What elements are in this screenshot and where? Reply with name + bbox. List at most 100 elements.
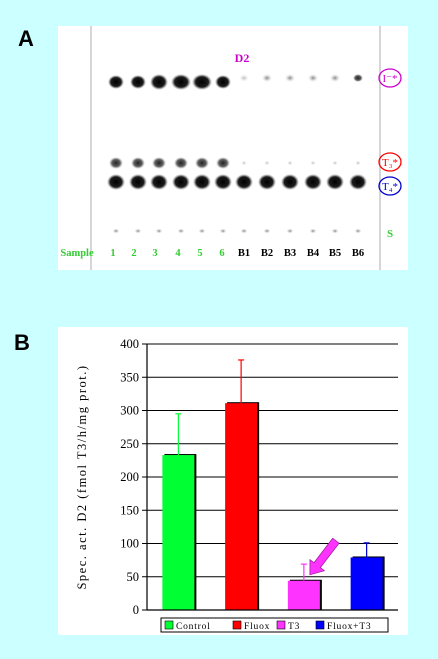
spot-t3-blank-5 — [332, 160, 338, 166]
spot-t3-blank-2 — [264, 160, 270, 166]
t3-circle — [378, 152, 402, 172]
spot-t4-lane-4 — [172, 174, 190, 190]
spot-t4-lane-3 — [150, 174, 168, 190]
lane-label-b3: B3 — [284, 248, 296, 259]
spot-t4-lane-2 — [129, 174, 147, 190]
spot-t4-lane-9 — [281, 174, 299, 190]
lane-label-b4: B4 — [307, 248, 320, 259]
spot-origin-lane-8 — [263, 228, 271, 234]
t3-label: T₃* — [382, 157, 398, 169]
bar-fluox — [225, 403, 258, 610]
spot-origin-lane-1 — [112, 228, 120, 234]
spot-t3-sample-3 — [152, 157, 166, 169]
legend-swatch-t3 — [276, 620, 286, 630]
bar-fluox-t3 — [350, 557, 383, 610]
lane-label-2: 2 — [131, 248, 136, 259]
legend-label-fluox-t3: Fluox+T3 — [327, 622, 371, 632]
legend-label-control: Control — [176, 622, 211, 632]
legend-box — [160, 617, 389, 633]
lane-label-3: 3 — [152, 248, 157, 259]
spot-t4-lane-8 — [258, 174, 276, 190]
chart-annotations — [309, 537, 340, 576]
bar-chart-panel: 0 50 100 150 200 250 300 350 400 Spec. act. D2 (… — [58, 327, 408, 635]
spot-iodide-sample-3 — [150, 74, 168, 90]
y-tick-label-300: 300 — [120, 404, 139, 418]
spot-t3-blank-3 — [287, 160, 293, 166]
chart-bars — [162, 402, 385, 610]
spot-t4-lane-12 — [349, 174, 367, 190]
spot-origin-lane-12 — [354, 228, 362, 234]
t4-label: T₄* — [382, 181, 398, 193]
spot-t4-lane-1 — [107, 174, 125, 190]
spot-t3-blank-4 — [310, 160, 316, 166]
spot-t3-sample-6 — [216, 157, 230, 169]
spot-t4-lane-10 — [304, 174, 322, 190]
lane-label-b5: B5 — [329, 248, 341, 259]
chart-legend: Control Fluox T3 Fluox+T3 — [160, 617, 389, 633]
spot-t4-lane-7 — [235, 174, 253, 190]
y-tick-label-150: 150 — [120, 503, 139, 517]
y-tick-label-0: 0 — [133, 603, 139, 617]
spot-t3-blank-1 — [241, 160, 247, 166]
spot-iodide-sample-4 — [171, 74, 191, 90]
spot-origin-lane-10 — [309, 228, 317, 234]
tlc-spots — [107, 74, 367, 234]
y-axis-label: Spec. act. D2 (fmol T3/h/mg prot.) — [75, 364, 89, 589]
spot-origin-lane-9 — [286, 228, 294, 234]
iodide-label: I⁻* — [383, 73, 398, 85]
y-tick-label-100: 100 — [120, 537, 139, 551]
legend-label-fluox: Fluox — [244, 622, 270, 632]
spot-origin-lane-7 — [240, 228, 248, 234]
origin-label: S — [387, 228, 393, 240]
annotation-arrow — [309, 537, 340, 576]
legend-label-t3: T3 — [288, 622, 300, 632]
spot-t3-sample-2 — [131, 157, 145, 169]
spot-iodide-sample-6 — [215, 75, 231, 89]
spot-t4-lane-11 — [326, 174, 344, 190]
spot-t3-sample-5 — [195, 157, 209, 169]
legend-swatch-fluox-t3 — [315, 620, 325, 630]
spot-iodide-blank-3 — [285, 74, 295, 82]
spot-t3-sample-1 — [109, 157, 123, 169]
spot-iodide-sample-1 — [108, 75, 124, 89]
spot-origin-lane-2 — [134, 228, 142, 234]
bar-t3 — [287, 580, 320, 610]
spot-iodide-blank-4 — [308, 74, 318, 82]
tlc-header: D2 — [235, 51, 250, 65]
lane-label-4: 4 — [175, 248, 181, 259]
bar-control — [162, 455, 195, 610]
spot-origin-lane-3 — [155, 228, 163, 234]
spot-origin-lane-4 — [177, 228, 185, 234]
lane-label-sample: Sample — [60, 248, 94, 259]
chart-error-bars — [175, 359, 370, 581]
spot-t3-sample-4 — [174, 157, 188, 169]
spot-iodide-sample-5 — [192, 74, 212, 90]
lane-label-b6: B6 — [352, 248, 364, 259]
lane-label-5: 5 — [197, 248, 202, 259]
lane-label-6: 6 — [219, 248, 224, 259]
spot-iodide-blank-6 — [353, 74, 363, 82]
tlc-autoradiograph: D2 I⁻* T₃* T₄* S Sample 1 2 3 4 5 6 B1 B… — [58, 26, 408, 270]
spot-iodide-blank-2 — [262, 74, 272, 82]
lane-label-b2: B2 — [261, 248, 273, 259]
lane-label-1: 1 — [110, 248, 115, 259]
spot-iodide-sample-2 — [130, 75, 146, 89]
y-tick-label-350: 350 — [120, 370, 139, 384]
y-tick-label-50: 50 — [127, 570, 140, 584]
y-tick-label-250: 250 — [120, 437, 139, 451]
spot-origin-lane-5 — [198, 228, 206, 234]
legend-swatch-fluox — [232, 620, 242, 630]
t4-circle — [378, 176, 402, 196]
spot-t3-blank-6 — [355, 160, 361, 166]
spot-iodide-blank-1 — [239, 74, 249, 82]
spot-t4-lane-6 — [214, 174, 232, 190]
panel-b-letter: B — [14, 330, 30, 355]
chart-gridlines — [147, 343, 398, 578]
spot-t4-lane-5 — [193, 174, 211, 190]
iodide-circle — [378, 68, 402, 88]
y-axis-ticks: 0 50 100 150 200 250 300 350 400 — [120, 337, 147, 617]
lane-label-b1: B1 — [238, 248, 250, 259]
spot-origin-lane-6 — [219, 228, 227, 234]
y-tick-label-400: 400 — [120, 337, 139, 351]
spot-iodide-blank-5 — [330, 74, 340, 82]
